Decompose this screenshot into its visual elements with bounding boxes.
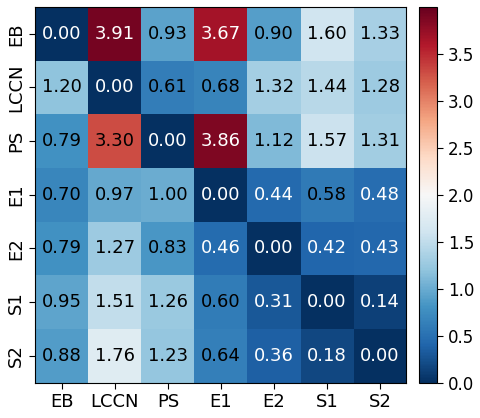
Text: 1.76: 1.76 [95, 347, 135, 365]
Text: 0.00: 0.00 [148, 132, 188, 150]
Text: 0.00: 0.00 [307, 293, 347, 311]
Text: 0.43: 0.43 [360, 240, 400, 257]
Text: 3.67: 3.67 [201, 25, 241, 43]
Text: 1.26: 1.26 [148, 293, 188, 311]
Text: 0.68: 0.68 [201, 79, 241, 97]
Text: 0.14: 0.14 [360, 293, 400, 311]
Text: 0.61: 0.61 [148, 79, 188, 97]
Text: 0.00: 0.00 [42, 25, 82, 43]
Text: 1.51: 1.51 [95, 293, 135, 311]
Text: 0.00: 0.00 [254, 240, 294, 257]
Text: 3.91: 3.91 [95, 25, 135, 43]
Text: 0.88: 0.88 [42, 347, 82, 365]
Text: 0.64: 0.64 [201, 347, 241, 365]
Text: 1.00: 1.00 [148, 186, 188, 204]
Text: 1.31: 1.31 [360, 132, 400, 150]
Text: 1.44: 1.44 [307, 79, 347, 97]
Text: 0.79: 0.79 [42, 132, 82, 150]
Text: 0.58: 0.58 [307, 186, 347, 204]
Text: 1.27: 1.27 [95, 240, 135, 257]
Text: 0.60: 0.60 [201, 293, 241, 311]
Text: 0.83: 0.83 [148, 240, 188, 257]
Text: 1.60: 1.60 [307, 25, 347, 43]
Text: 0.00: 0.00 [201, 186, 240, 204]
Text: 0.36: 0.36 [254, 347, 294, 365]
Text: 0.95: 0.95 [42, 293, 82, 311]
Text: 0.42: 0.42 [307, 240, 347, 257]
Text: 0.48: 0.48 [360, 186, 400, 204]
Text: 0.97: 0.97 [95, 186, 135, 204]
Text: 0.31: 0.31 [254, 293, 294, 311]
Text: 1.12: 1.12 [254, 132, 294, 150]
Text: 0.46: 0.46 [201, 240, 241, 257]
Text: 0.00: 0.00 [95, 79, 135, 97]
Text: 0.93: 0.93 [148, 25, 188, 43]
Text: 1.32: 1.32 [254, 79, 294, 97]
Text: 0.90: 0.90 [254, 25, 294, 43]
Text: 0.18: 0.18 [307, 347, 347, 365]
Text: 3.30: 3.30 [95, 132, 135, 150]
Text: 0.70: 0.70 [42, 186, 82, 204]
Text: 0.79: 0.79 [42, 240, 82, 257]
Text: 0.00: 0.00 [360, 347, 400, 365]
Text: 0.44: 0.44 [254, 186, 294, 204]
Text: 1.33: 1.33 [360, 25, 400, 43]
Text: 3.86: 3.86 [201, 132, 241, 150]
Text: 1.20: 1.20 [42, 79, 82, 97]
Text: 1.28: 1.28 [360, 79, 400, 97]
Text: 1.23: 1.23 [148, 347, 188, 365]
Text: 1.57: 1.57 [307, 132, 347, 150]
